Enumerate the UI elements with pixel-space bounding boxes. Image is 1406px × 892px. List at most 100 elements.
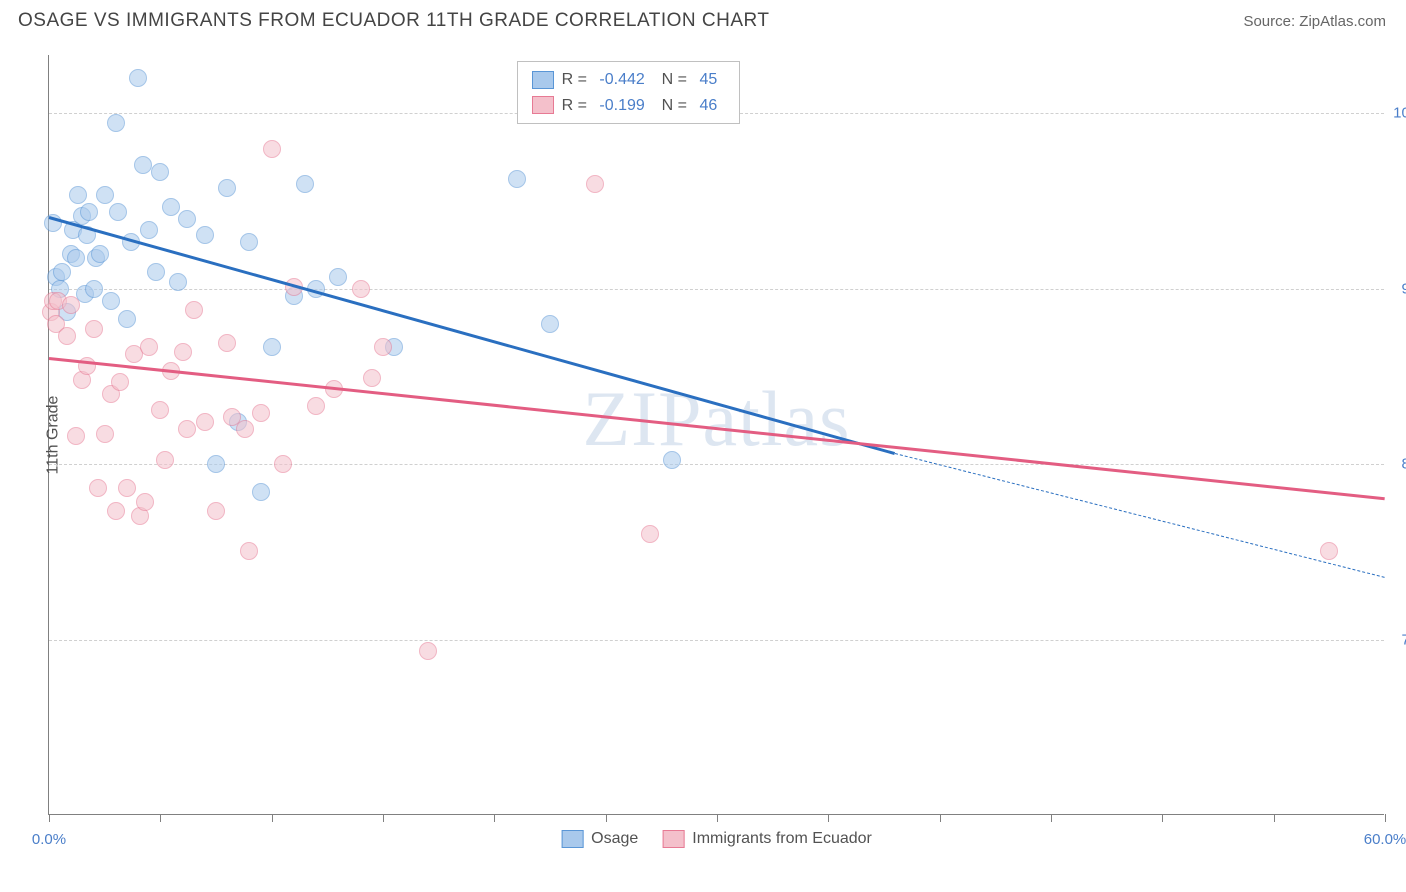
- data-point: [252, 483, 270, 501]
- data-point: [67, 427, 85, 445]
- data-point: [111, 373, 129, 391]
- data-point: [67, 249, 85, 267]
- data-point: [207, 502, 225, 520]
- y-tick-label: 100.0%: [1390, 105, 1406, 122]
- data-point: [374, 338, 392, 356]
- legend-label: Osage: [591, 830, 638, 848]
- y-tick-label: 92.5%: [1390, 280, 1406, 297]
- legend-swatch: [532, 96, 554, 114]
- data-point: [53, 263, 71, 281]
- data-point: [178, 420, 196, 438]
- x-tick: [49, 814, 50, 822]
- series-legend: Osage Immigrants from Ecuador: [561, 830, 872, 848]
- legend-item: Osage: [561, 830, 638, 848]
- data-point: [641, 525, 659, 543]
- x-tick: [494, 814, 495, 822]
- legend-stats: R = -0.199 N = 46: [562, 93, 726, 119]
- y-tick-label: 77.5%: [1390, 631, 1406, 648]
- data-point: [69, 186, 87, 204]
- data-point: [134, 156, 152, 174]
- x-tick-label: 0.0%: [32, 831, 66, 848]
- scatter-chart: 11th Grade ZIPatlas 77.5%85.0%92.5%100.0…: [48, 55, 1384, 815]
- source-attribution: Source: ZipAtlas.com: [1243, 13, 1386, 30]
- legend-item: Immigrants from Ecuador: [662, 830, 872, 848]
- x-tick: [606, 814, 607, 822]
- chart-title: OSAGE VS IMMIGRANTS FROM ECUADOR 11TH GR…: [18, 10, 770, 32]
- legend-swatch: [532, 71, 554, 89]
- data-point: [240, 542, 258, 560]
- data-point: [109, 203, 127, 221]
- data-point: [263, 338, 281, 356]
- data-point: [169, 273, 187, 291]
- data-point: [58, 327, 76, 345]
- data-point: [156, 451, 174, 469]
- correlation-legend: R = -0.442 N = 45R = -0.199 N = 46: [517, 61, 741, 124]
- data-point: [136, 493, 154, 511]
- gridline: [49, 289, 1384, 290]
- data-point: [307, 397, 325, 415]
- data-point: [89, 479, 107, 497]
- legend-row: R = -0.442 N = 45: [532, 67, 726, 93]
- data-point: [586, 175, 604, 193]
- data-point: [107, 502, 125, 520]
- data-point: [118, 310, 136, 328]
- data-point: [1320, 542, 1338, 560]
- legend-stats: R = -0.442 N = 45: [562, 67, 726, 93]
- gridline: [49, 464, 1384, 465]
- data-point: [263, 140, 281, 158]
- legend-label: Immigrants from Ecuador: [692, 830, 872, 848]
- data-point: [363, 369, 381, 387]
- data-point: [218, 334, 236, 352]
- data-point: [62, 296, 80, 314]
- data-point: [118, 479, 136, 497]
- data-point: [274, 455, 292, 473]
- x-tick: [940, 814, 941, 822]
- data-point: [140, 221, 158, 239]
- data-point: [147, 263, 165, 281]
- data-point: [236, 420, 254, 438]
- trend-line: [49, 216, 896, 455]
- data-point: [96, 425, 114, 443]
- x-tick: [1274, 814, 1275, 822]
- y-tick-label: 85.0%: [1390, 456, 1406, 473]
- x-tick: [717, 814, 718, 822]
- data-point: [178, 210, 196, 228]
- data-point: [102, 292, 120, 310]
- y-axis-label: 11th Grade: [44, 395, 62, 474]
- data-point: [80, 203, 98, 221]
- x-tick: [828, 814, 829, 822]
- data-point: [85, 320, 103, 338]
- data-point: [174, 343, 192, 361]
- data-point: [329, 268, 347, 286]
- data-point: [541, 315, 559, 333]
- x-tick: [1051, 814, 1052, 822]
- data-point: [96, 186, 114, 204]
- gridline: [49, 640, 1384, 641]
- data-point: [140, 338, 158, 356]
- data-point: [185, 301, 203, 319]
- legend-swatch: [561, 830, 583, 848]
- data-point: [162, 198, 180, 216]
- x-tick: [383, 814, 384, 822]
- data-point: [91, 245, 109, 263]
- data-point: [207, 455, 225, 473]
- x-tick: [1162, 814, 1163, 822]
- x-tick: [160, 814, 161, 822]
- x-tick-label: 60.0%: [1364, 831, 1406, 848]
- data-point: [663, 451, 681, 469]
- data-point: [196, 226, 214, 244]
- data-point: [196, 413, 214, 431]
- data-point: [419, 642, 437, 660]
- data-point: [296, 175, 314, 193]
- x-tick: [272, 814, 273, 822]
- legend-swatch: [662, 830, 684, 848]
- data-point: [352, 280, 370, 298]
- data-point: [151, 401, 169, 419]
- data-point: [240, 233, 258, 251]
- x-tick: [1385, 814, 1386, 822]
- data-point: [508, 170, 526, 188]
- data-point: [85, 280, 103, 298]
- data-point: [252, 404, 270, 422]
- data-point: [218, 179, 236, 197]
- legend-row: R = -0.199 N = 46: [532, 93, 726, 119]
